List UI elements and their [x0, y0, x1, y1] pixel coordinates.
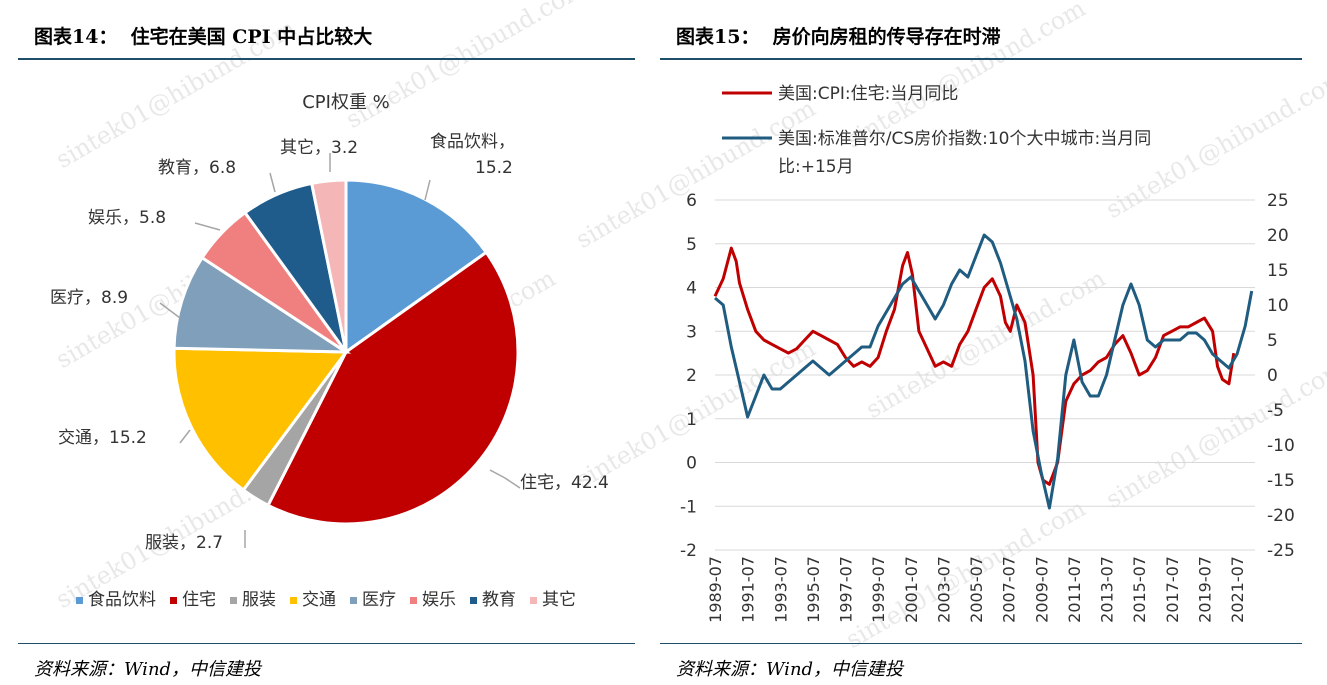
legend-label: 医疗 — [362, 590, 396, 610]
y-right-tick-label: 20 — [1267, 226, 1289, 246]
y-right-tick-label: -15 — [1267, 471, 1295, 491]
y-right-tick-label: -20 — [1267, 506, 1295, 526]
y-left-tick-label: 0 — [686, 454, 697, 474]
pie-leader-line — [194, 222, 221, 231]
pie-data-label: 娱乐，5.8 — [88, 208, 166, 228]
pie-chart: CPI权重 % 食品饮料， 15.2 住宅，42.4 服装，2.7 交通，15.2 医疗，… — [50, 92, 609, 610]
legend-label: 教育 — [482, 590, 516, 610]
pie-data-label: 医疗，8.9 — [50, 288, 128, 308]
legend-label: 交通 — [302, 590, 336, 610]
x-tick-label: 2001-07 — [902, 556, 921, 623]
legend-swatch — [470, 597, 477, 604]
legend-swatch — [230, 597, 237, 604]
y-right-tick-label: -5 — [1267, 401, 1284, 421]
y-right-tick-label: -25 — [1267, 541, 1295, 561]
legend-label: 食品饮料 — [88, 590, 156, 610]
x-tick-label: 2003-07 — [934, 556, 953, 623]
pie-leader-line — [424, 179, 431, 201]
y-left-tick-label: 4 — [686, 279, 697, 299]
left-title-rule — [18, 58, 635, 60]
x-tick-label: 2015-07 — [1130, 556, 1149, 623]
x-tick-label: 2005-07 — [967, 556, 986, 623]
legend-label-cpi-housing: 美国:CPI:住宅:当月同比 — [778, 84, 958, 104]
x-tick-label: 2019-07 — [1195, 556, 1214, 623]
pie-leader-line — [489, 469, 521, 489]
legend-swatch — [350, 597, 357, 604]
y-right-tick-label: 15 — [1267, 261, 1289, 281]
x-tick-label: 2007-07 — [1000, 556, 1019, 623]
pie-data-label: 食品饮料， 15.2 — [430, 132, 515, 178]
pie-slice-5 — [172, 255, 352, 354]
legend-swatch — [170, 597, 177, 604]
series-line-case-shiller — [714, 233, 1254, 510]
y-left-tick-label: 3 — [686, 322, 697, 342]
x-tick-label: 2011-07 — [1065, 556, 1084, 623]
legend-label: 住宅 — [182, 590, 216, 610]
y-left-tick-label: 5 — [686, 235, 697, 255]
pie-data-label: 住宅，42.4 — [520, 473, 609, 493]
right-title-rule — [660, 58, 1302, 60]
y-left-tick-label: 2 — [686, 366, 697, 386]
legend-swatch — [530, 597, 537, 604]
pie-slice-2 — [266, 250, 520, 526]
x-tick-label: 2021-07 — [1228, 556, 1247, 623]
legend-swatch — [410, 597, 417, 604]
pie-leader-line — [159, 302, 181, 319]
y-right-tick-label: 0 — [1267, 366, 1278, 386]
y-right-tick-label: 5 — [1267, 331, 1278, 351]
pie-slice-8 — [309, 178, 348, 353]
x-tick-label: 2009-07 — [1032, 556, 1051, 623]
y-left-tick-label: 1 — [686, 410, 697, 430]
pie-data-label: 交通，15.2 — [58, 428, 147, 448]
y-right-tick-label: 10 — [1267, 296, 1289, 316]
pie-data-label: 教育，6.8 — [158, 158, 236, 178]
left-source: 资料来源：Wind，中信建投 — [34, 659, 262, 680]
x-tick-label: 1997-07 — [837, 556, 856, 623]
x-tick-label: 1991-07 — [739, 556, 758, 623]
y-left-tick-label: -1 — [680, 497, 697, 517]
right-panel-title: 图表15： 房价向房租的传导存在时滞 — [676, 26, 1001, 48]
x-tick-label: 2013-07 — [1098, 556, 1117, 623]
right-bottom-rule — [660, 643, 1302, 644]
x-tick-label: 1995-07 — [804, 556, 823, 623]
pie-data-label: 其它，3.2 — [280, 138, 358, 158]
x-tick-label: 1989-07 — [706, 556, 725, 623]
line-chart: 美国:CPI:住宅:当月同比 美国:标准普尔/CS房价指数:10个大中城市:当月… — [680, 84, 1295, 623]
series-line-cpi-housing — [713, 246, 1236, 486]
legend-label-case-shiller: 美国:标准普尔/CS房价指数:10个大中城市:当月同 比:+15月 — [778, 129, 1157, 177]
pie-slice-4 — [172, 346, 349, 493]
legend-label: 服装 — [242, 590, 276, 610]
legend-label: 其它 — [542, 590, 576, 610]
legend-swatch — [290, 597, 297, 604]
pie-title: CPI权重 % — [302, 92, 390, 113]
y-right-tick-label: 25 — [1267, 191, 1289, 211]
left-panel-title: 图表14： 住宅在美国 CPI 中占比较大 — [34, 26, 373, 48]
pie-leader-line — [269, 172, 276, 193]
right-source: 资料来源：Wind，中信建投 — [676, 659, 904, 680]
legend-label: 娱乐 — [422, 590, 456, 610]
x-tick-label: 2017-07 — [1163, 556, 1182, 623]
left-bottom-rule — [18, 643, 635, 644]
x-tick-label: 1993-07 — [771, 556, 790, 623]
x-tick-label: 1999-07 — [869, 556, 888, 623]
pie-data-label: 服装，2.7 — [145, 533, 223, 553]
pie-leader-line — [179, 429, 191, 444]
y-left-tick-label: -2 — [680, 541, 697, 561]
legend-swatch — [76, 597, 83, 604]
y-right-tick-label: -10 — [1267, 436, 1295, 456]
y-left-tick-label: 6 — [686, 191, 697, 211]
